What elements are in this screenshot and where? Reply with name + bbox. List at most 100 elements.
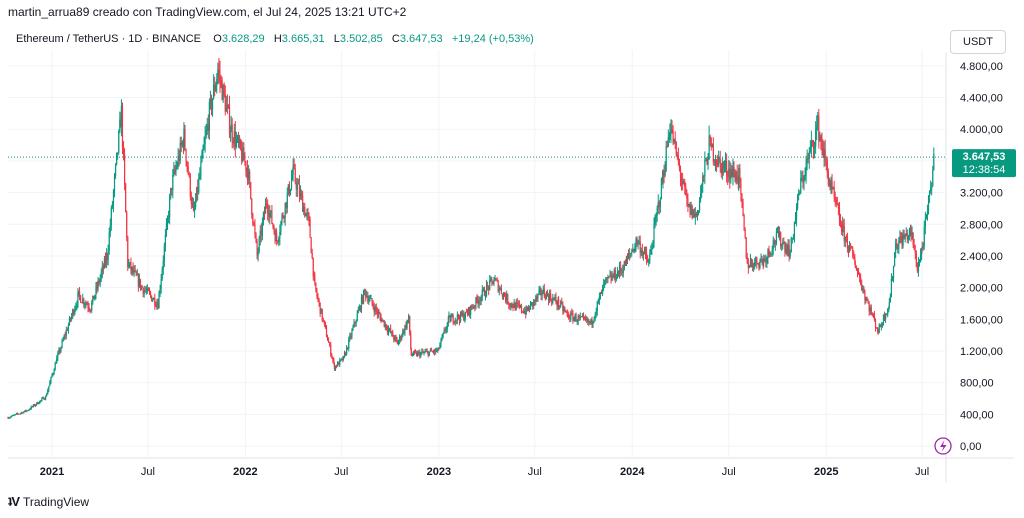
candle-body: [318, 299, 320, 303]
candle-body: [135, 271, 137, 276]
candle-body: [447, 316, 449, 324]
candle-body: [915, 252, 917, 267]
candle-body: [22, 412, 24, 414]
candle-body: [40, 400, 42, 401]
candle-body: [823, 149, 825, 158]
candle-body: [260, 230, 262, 236]
candle-body: [348, 338, 350, 349]
candle-body: [197, 187, 199, 193]
candle-body: [716, 163, 719, 166]
candle-body: [556, 302, 558, 306]
candle-body: [795, 208, 798, 221]
candle-body: [242, 147, 244, 162]
candle-body: [214, 84, 216, 92]
candle-body: [641, 250, 643, 256]
candle-body: [356, 313, 358, 322]
candle-body: [706, 159, 708, 165]
candle-body: [23, 411, 25, 414]
candle-body: [77, 290, 80, 293]
candle-body: [643, 249, 646, 253]
high-label: H: [273, 33, 282, 45]
lightning-icon[interactable]: [934, 437, 952, 455]
candle-body: [390, 328, 392, 333]
candle-body: [328, 340, 330, 343]
candle-body: [266, 203, 268, 205]
candle-body: [470, 305, 472, 315]
candle-body: [294, 167, 296, 182]
candle-body: [230, 124, 232, 132]
candle-body: [786, 247, 788, 255]
candle-body: [873, 315, 876, 321]
candle-body: [747, 263, 749, 268]
currency-button[interactable]: USDT: [950, 30, 1006, 54]
candle-body: [572, 313, 574, 321]
candle-body: [933, 153, 935, 171]
candle-body: [776, 230, 779, 232]
candle-body: [866, 298, 868, 301]
candle-body: [636, 238, 638, 244]
candle-body: [758, 263, 760, 268]
candle-body: [526, 306, 528, 311]
candle-body: [928, 190, 931, 196]
candle-body: [366, 296, 368, 298]
candle-body: [700, 193, 702, 200]
candle-body: [25, 410, 27, 412]
candle-body: [42, 397, 44, 399]
candle-body: [330, 344, 332, 355]
candle-body: [122, 146, 125, 155]
candle-body: [620, 266, 622, 271]
candle-body: [697, 210, 700, 212]
candle-body: [842, 223, 844, 227]
candle-body: [865, 298, 867, 300]
candle-body: [329, 342, 331, 345]
low-label: L: [333, 33, 340, 45]
candle-body: [485, 284, 488, 296]
candle-body: [793, 222, 796, 237]
candle-body: [113, 176, 116, 192]
candle-body: [324, 323, 327, 328]
candle-body: [893, 252, 896, 267]
candle-body: [183, 129, 185, 148]
candle-body: [867, 300, 869, 304]
candle-body: [678, 161, 681, 169]
candle-body: [155, 305, 157, 307]
candle-body: [72, 310, 74, 316]
candle-body: [120, 106, 123, 128]
candle-body: [807, 158, 809, 160]
symbol-legend: Ethereum / TetherUS · 1D · BINANCE O3.62…: [16, 33, 534, 45]
candle-body: [551, 299, 553, 303]
candle-body: [298, 183, 301, 197]
candle-body: [417, 352, 419, 356]
candle-body: [883, 314, 886, 320]
candle-body: [603, 284, 605, 286]
candle-body: [307, 213, 309, 216]
candle-body: [751, 263, 754, 268]
candle-body: [121, 106, 124, 147]
candle-body: [843, 226, 845, 241]
candle-body: [316, 290, 318, 297]
candle-body: [515, 302, 517, 310]
candle-body: [705, 159, 707, 161]
candle-body: [811, 140, 814, 142]
candle-body: [839, 220, 842, 225]
candle-body: [771, 249, 773, 253]
candle-body: [774, 243, 776, 245]
candle-body: [419, 352, 421, 357]
candle-body: [323, 320, 325, 324]
candle-body: [842, 223, 844, 232]
candle-body: [749, 260, 752, 267]
candle-body: [488, 286, 490, 290]
candle-body: [235, 139, 238, 147]
candle-body: [684, 181, 686, 187]
candle-body: [412, 351, 415, 356]
candle-body: [350, 335, 352, 337]
candle-body: [498, 288, 500, 292]
candle-body: [53, 370, 55, 374]
candle-body: [524, 310, 526, 314]
candle-body: [158, 292, 160, 309]
candle-body: [851, 246, 853, 249]
candle-body: [789, 251, 791, 257]
candle-body: [285, 202, 287, 209]
candle-body: [890, 278, 893, 296]
